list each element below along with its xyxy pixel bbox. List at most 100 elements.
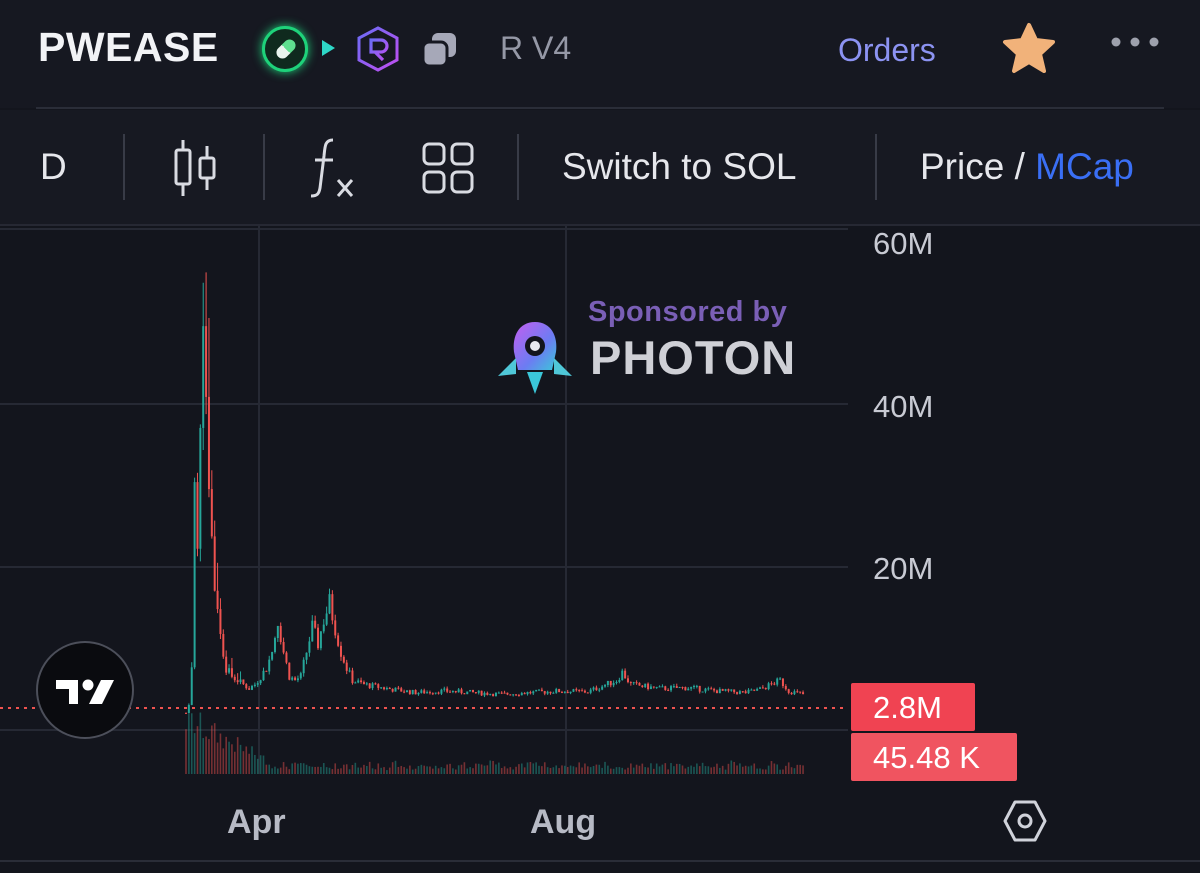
- volume-bar: [492, 760, 494, 774]
- volume-bar: [526, 762, 529, 774]
- candle-body: [690, 687, 693, 689]
- volume-bar: [727, 763, 730, 774]
- volume-bar: [219, 733, 222, 774]
- candle-body: [225, 656, 228, 673]
- volume-bar: [767, 765, 770, 774]
- candle-body: [322, 624, 325, 632]
- volume-bar: [432, 768, 434, 774]
- volume-bar: [716, 763, 718, 774]
- candle-body: [400, 688, 403, 692]
- volume-bar: [787, 762, 790, 774]
- layout-grid-icon[interactable]: [420, 140, 476, 196]
- candle-body: [253, 684, 256, 686]
- volume-bar: [506, 768, 509, 774]
- candle-body: [575, 689, 578, 691]
- volume-bar: [386, 770, 388, 774]
- candle-body: [291, 677, 294, 680]
- raydium-icon[interactable]: [355, 26, 401, 72]
- volume-bar: [417, 766, 420, 774]
- volume-bar: [601, 767, 603, 774]
- candle-body: [282, 642, 285, 653]
- volume-bar: [779, 769, 781, 774]
- volume-bar: [403, 767, 405, 774]
- candle-body: [747, 689, 750, 694]
- candle-body: [546, 691, 549, 694]
- candlestick-type-icon[interactable]: [170, 138, 222, 198]
- volume-bar: [334, 763, 337, 774]
- pill-icon[interactable]: [262, 26, 308, 72]
- candle-body: [466, 691, 469, 695]
- candle-body: [595, 687, 598, 691]
- candles: [185, 272, 805, 714]
- volume-bar: [366, 765, 368, 774]
- volume-bar: [736, 765, 738, 774]
- candle-body: [767, 683, 770, 690]
- volume-bar: [452, 768, 454, 774]
- candle-body: [403, 691, 406, 693]
- candle-body: [744, 691, 747, 694]
- volume-bar: [282, 762, 285, 774]
- volume-bar: [704, 766, 707, 774]
- candle-body: [741, 691, 744, 693]
- candle-body: [449, 691, 452, 693]
- volume-bar: [328, 767, 331, 774]
- star-icon[interactable]: [1002, 22, 1056, 74]
- volume-bar: [477, 763, 480, 774]
- candle-body: [578, 689, 581, 691]
- candle-body: [345, 662, 348, 671]
- indicators-icon[interactable]: [305, 136, 361, 200]
- candle-body: [230, 668, 233, 677]
- candle-body: [707, 688, 710, 690]
- volume-bar: [564, 765, 566, 774]
- price-option[interactable]: Price: [920, 146, 1005, 187]
- orders-button[interactable]: Orders: [838, 32, 936, 68]
- volume-bar: [638, 765, 641, 774]
- candle-body: [664, 686, 667, 690]
- candle-body: [802, 692, 805, 695]
- volume-bar: [762, 769, 764, 774]
- candle-body: [641, 685, 644, 688]
- mcap-option[interactable]: MCap: [1035, 146, 1134, 187]
- candle-body: [526, 692, 529, 695]
- candle-body: [334, 620, 337, 636]
- volume-bar: [268, 764, 271, 774]
- candle-body: [618, 680, 621, 682]
- chart-settings-icon[interactable]: [1002, 798, 1048, 844]
- candle-body: [414, 689, 417, 695]
- candle-body: [779, 678, 782, 680]
- price-chart[interactable]: [0, 226, 1200, 860]
- volume-bar: [374, 769, 377, 774]
- volume-bar: [305, 764, 308, 774]
- candle-body: [675, 686, 678, 688]
- volume-bar: [721, 765, 724, 774]
- candle-body: [655, 687, 658, 689]
- volume-bar: [460, 764, 463, 774]
- candle-body: [581, 690, 584, 692]
- volume-bar: [426, 766, 428, 774]
- volume-bar: [647, 767, 649, 774]
- volume-bar: [650, 763, 652, 774]
- volume-bar: [799, 764, 801, 774]
- candle-body: [187, 704, 190, 713]
- candle-body: [512, 694, 515, 696]
- volume-bar: [566, 766, 569, 774]
- tradingview-logo[interactable]: [36, 641, 134, 739]
- candle-body: [621, 670, 624, 681]
- price-mcap-toggle[interactable]: Price / MCap: [920, 146, 1134, 188]
- candle-body: [434, 692, 437, 694]
- candle-body: [770, 683, 773, 685]
- candle-body: [328, 594, 331, 614]
- volume-bar: [667, 769, 669, 774]
- more-options-icon[interactable]: [1110, 36, 1160, 48]
- candle-body: [486, 692, 489, 695]
- switch-to-sol-button[interactable]: Switch to SOL: [562, 146, 797, 187]
- volume-bar: [314, 766, 316, 774]
- volume-bar: [589, 767, 592, 774]
- interval-button[interactable]: D: [40, 146, 67, 187]
- candle-body: [681, 687, 684, 689]
- candle-body: [273, 638, 276, 653]
- candle-body: [469, 689, 472, 692]
- copy-icon[interactable]: [420, 30, 460, 70]
- candle-body: [649, 686, 652, 690]
- candle-body: [314, 620, 317, 628]
